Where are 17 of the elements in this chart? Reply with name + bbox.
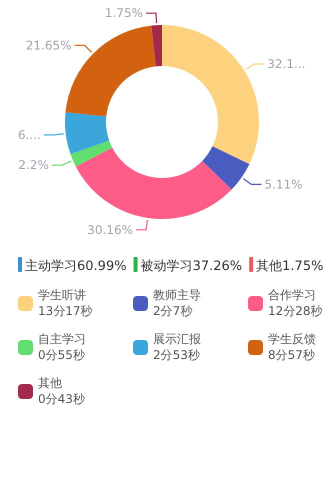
legend-label: 学生反馈 8分57秒 — [268, 332, 316, 362]
legend-label: 学生听讲 13分17秒 — [38, 288, 93, 318]
text: 主动学习60.99% — [25, 258, 127, 274]
data-label: 21.65% — [26, 38, 72, 52]
legend-label: 展示汇报 2分53秒 — [153, 332, 201, 362]
data-label: 6.... — [18, 128, 41, 142]
data-label: 32.1... — [267, 57, 306, 72]
legend-label: 自主学习 0分55秒 — [38, 332, 86, 362]
text: 其他1.75% — [256, 259, 324, 274]
text: 被动学习37.26% — [140, 259, 242, 274]
data-label: 30.16% — [87, 222, 134, 237]
legend-label: 其他 0分43秒 — [38, 376, 85, 406]
legend-label: 教师主导 2分7秒 — [153, 288, 201, 318]
data-label: 2.2% — [18, 158, 49, 172]
data-label: 5.11% — [264, 177, 303, 192]
data-label: 1.75% — [104, 6, 144, 20]
legend-label: 合作学习 12分28秒 — [268, 288, 323, 318]
